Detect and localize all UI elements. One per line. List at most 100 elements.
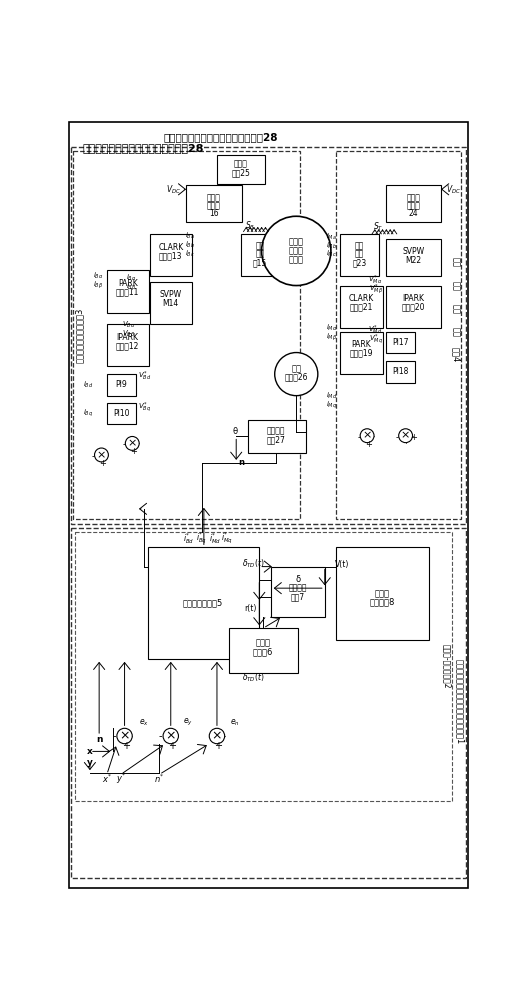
Text: 控制: 控制 (451, 327, 460, 337)
Bar (386, 332, 415, 353)
Text: 器15: 器15 (253, 258, 267, 267)
Circle shape (209, 728, 225, 744)
Bar (340, 332, 383, 374)
Bar (386, 286, 441, 328)
Text: 无轴承: 无轴承 (289, 237, 304, 246)
Text: 变换器11: 变换器11 (116, 287, 139, 296)
Text: 电压源: 电压源 (207, 193, 221, 202)
Text: 模块27: 模块27 (267, 435, 286, 444)
Text: 变换器20: 变换器20 (401, 303, 425, 312)
Circle shape (125, 436, 139, 450)
Text: 逆变器: 逆变器 (407, 202, 420, 211)
Text: $i_{Bq}^{*}$: $i_{Bq}^{*}$ (196, 530, 207, 546)
Bar (107, 403, 136, 424)
Text: -: - (159, 731, 162, 741)
Text: $e_x$: $e_x$ (139, 718, 149, 728)
Text: ×: × (127, 438, 137, 448)
Bar (107, 270, 149, 312)
Bar (336, 151, 461, 519)
Circle shape (275, 353, 318, 396)
Text: 器23: 器23 (352, 258, 366, 267)
Bar (241, 234, 279, 276)
Text: $i_{M\beta}$: $i_{M\beta}$ (326, 331, 337, 343)
Circle shape (94, 448, 108, 462)
Text: $i_{B\alpha}$: $i_{B\alpha}$ (93, 271, 104, 281)
Bar (248, 420, 305, 453)
Text: $i_{M\alpha}$: $i_{M\alpha}$ (326, 323, 337, 333)
Text: -: - (122, 440, 125, 449)
Bar (74, 532, 452, 801)
Bar (340, 286, 383, 328)
Text: -: - (396, 433, 399, 442)
Text: 编码器26: 编码器26 (285, 373, 308, 382)
Bar (217, 155, 265, 184)
Text: $i_{Mb}$: $i_{Mb}$ (326, 240, 337, 251)
Text: $V_{DC}$: $V_{DC}$ (166, 183, 181, 196)
Text: $i_{B\beta}$: $i_{B\beta}$ (93, 279, 104, 291)
Circle shape (261, 216, 331, 286)
Text: $i_{Md}^{*}$: $i_{Md}^{*}$ (209, 531, 221, 546)
Text: $y^{*}$: $y^{*}$ (116, 771, 126, 786)
Text: ×: × (363, 431, 372, 441)
Text: -: - (113, 731, 116, 741)
Text: 逆变器: 逆变器 (207, 202, 221, 211)
Bar (71, 147, 466, 524)
Text: $V_{M\alpha}^{*}$: $V_{M\alpha}^{*}$ (368, 274, 383, 287)
Text: $i_{B\alpha}$: $i_{B\alpha}$ (126, 273, 136, 283)
Text: PI9: PI9 (116, 380, 127, 389)
Text: $V_{Md}^{*}$: $V_{Md}^{*}$ (368, 324, 383, 337)
Text: x: x (87, 747, 93, 756)
Text: SVPW: SVPW (160, 290, 182, 299)
Text: ×: × (97, 450, 106, 460)
Text: $V_{M\beta}^{*}$: $V_{M\beta}^{*}$ (368, 282, 383, 297)
Text: 电流: 电流 (355, 241, 364, 250)
Text: n: n (238, 458, 245, 467)
Bar (386, 185, 441, 222)
Bar (340, 234, 379, 276)
Bar (228, 628, 298, 673)
Text: ×: × (401, 431, 410, 441)
Text: PARK: PARK (351, 340, 371, 349)
Text: 传感: 传感 (256, 249, 265, 258)
Text: 无轴承永磁同步电机强化学习控制器28: 无轴承永磁同步电机强化学习控制器28 (163, 132, 278, 142)
Bar (150, 282, 192, 324)
Bar (386, 361, 415, 383)
Bar (107, 324, 149, 366)
Text: ×: × (166, 730, 176, 742)
Text: CLARK: CLARK (348, 294, 374, 303)
Text: IPARK: IPARK (402, 294, 424, 303)
Text: $V_{Bd}^{*}$: $V_{Bd}^{*}$ (138, 370, 151, 383)
Text: $i_{Bd}^{*}$: $i_{Bd}^{*}$ (183, 531, 194, 546)
Text: 变换器13: 变换器13 (159, 251, 182, 260)
Text: $V_{Mq}^{*}$: $V_{Mq}^{*}$ (368, 332, 383, 347)
Text: +: + (122, 741, 130, 751)
Text: PI10: PI10 (113, 409, 130, 418)
Text: 执行器-评价器模块2: 执行器-评价器模块2 (442, 644, 451, 689)
Text: y: y (87, 758, 93, 767)
Text: $S_B$: $S_B$ (245, 219, 256, 232)
Text: $i_{Bq}$: $i_{Bq}$ (83, 408, 93, 419)
Text: +: + (100, 459, 106, 468)
Text: $i_{Bd}$: $i_{Bd}$ (83, 380, 94, 390)
Text: $\delta_{TD}(t)$: $\delta_{TD}(t)$ (242, 557, 265, 570)
Text: 光电: 光电 (291, 364, 301, 373)
Text: 无轴承永磁同步电机强化学习控制器28: 无轴承永磁同步电机强化学习控制器28 (82, 143, 204, 153)
Text: $V_{B\beta}$: $V_{B\beta}$ (122, 328, 135, 340)
Circle shape (163, 728, 179, 744)
Text: 号模块6: 号模块6 (253, 648, 274, 657)
Bar (271, 567, 325, 617)
Bar (386, 239, 441, 276)
Text: δ: δ (295, 575, 300, 584)
Text: 变换器12: 变换器12 (116, 341, 139, 350)
Text: ×: × (119, 730, 130, 742)
Text: ×: × (212, 730, 222, 742)
Text: 步电机: 步电机 (289, 256, 304, 265)
Text: +: + (411, 433, 418, 442)
Text: 瞬时差分: 瞬时差分 (289, 584, 307, 593)
Text: PARK: PARK (118, 279, 137, 288)
Bar (186, 185, 242, 222)
Text: 执行器神经网络5: 执行器神经网络5 (183, 598, 223, 607)
Text: 电流: 电流 (451, 304, 460, 314)
Text: 绕组: 绕组 (451, 281, 460, 291)
Text: 24: 24 (409, 209, 418, 218)
